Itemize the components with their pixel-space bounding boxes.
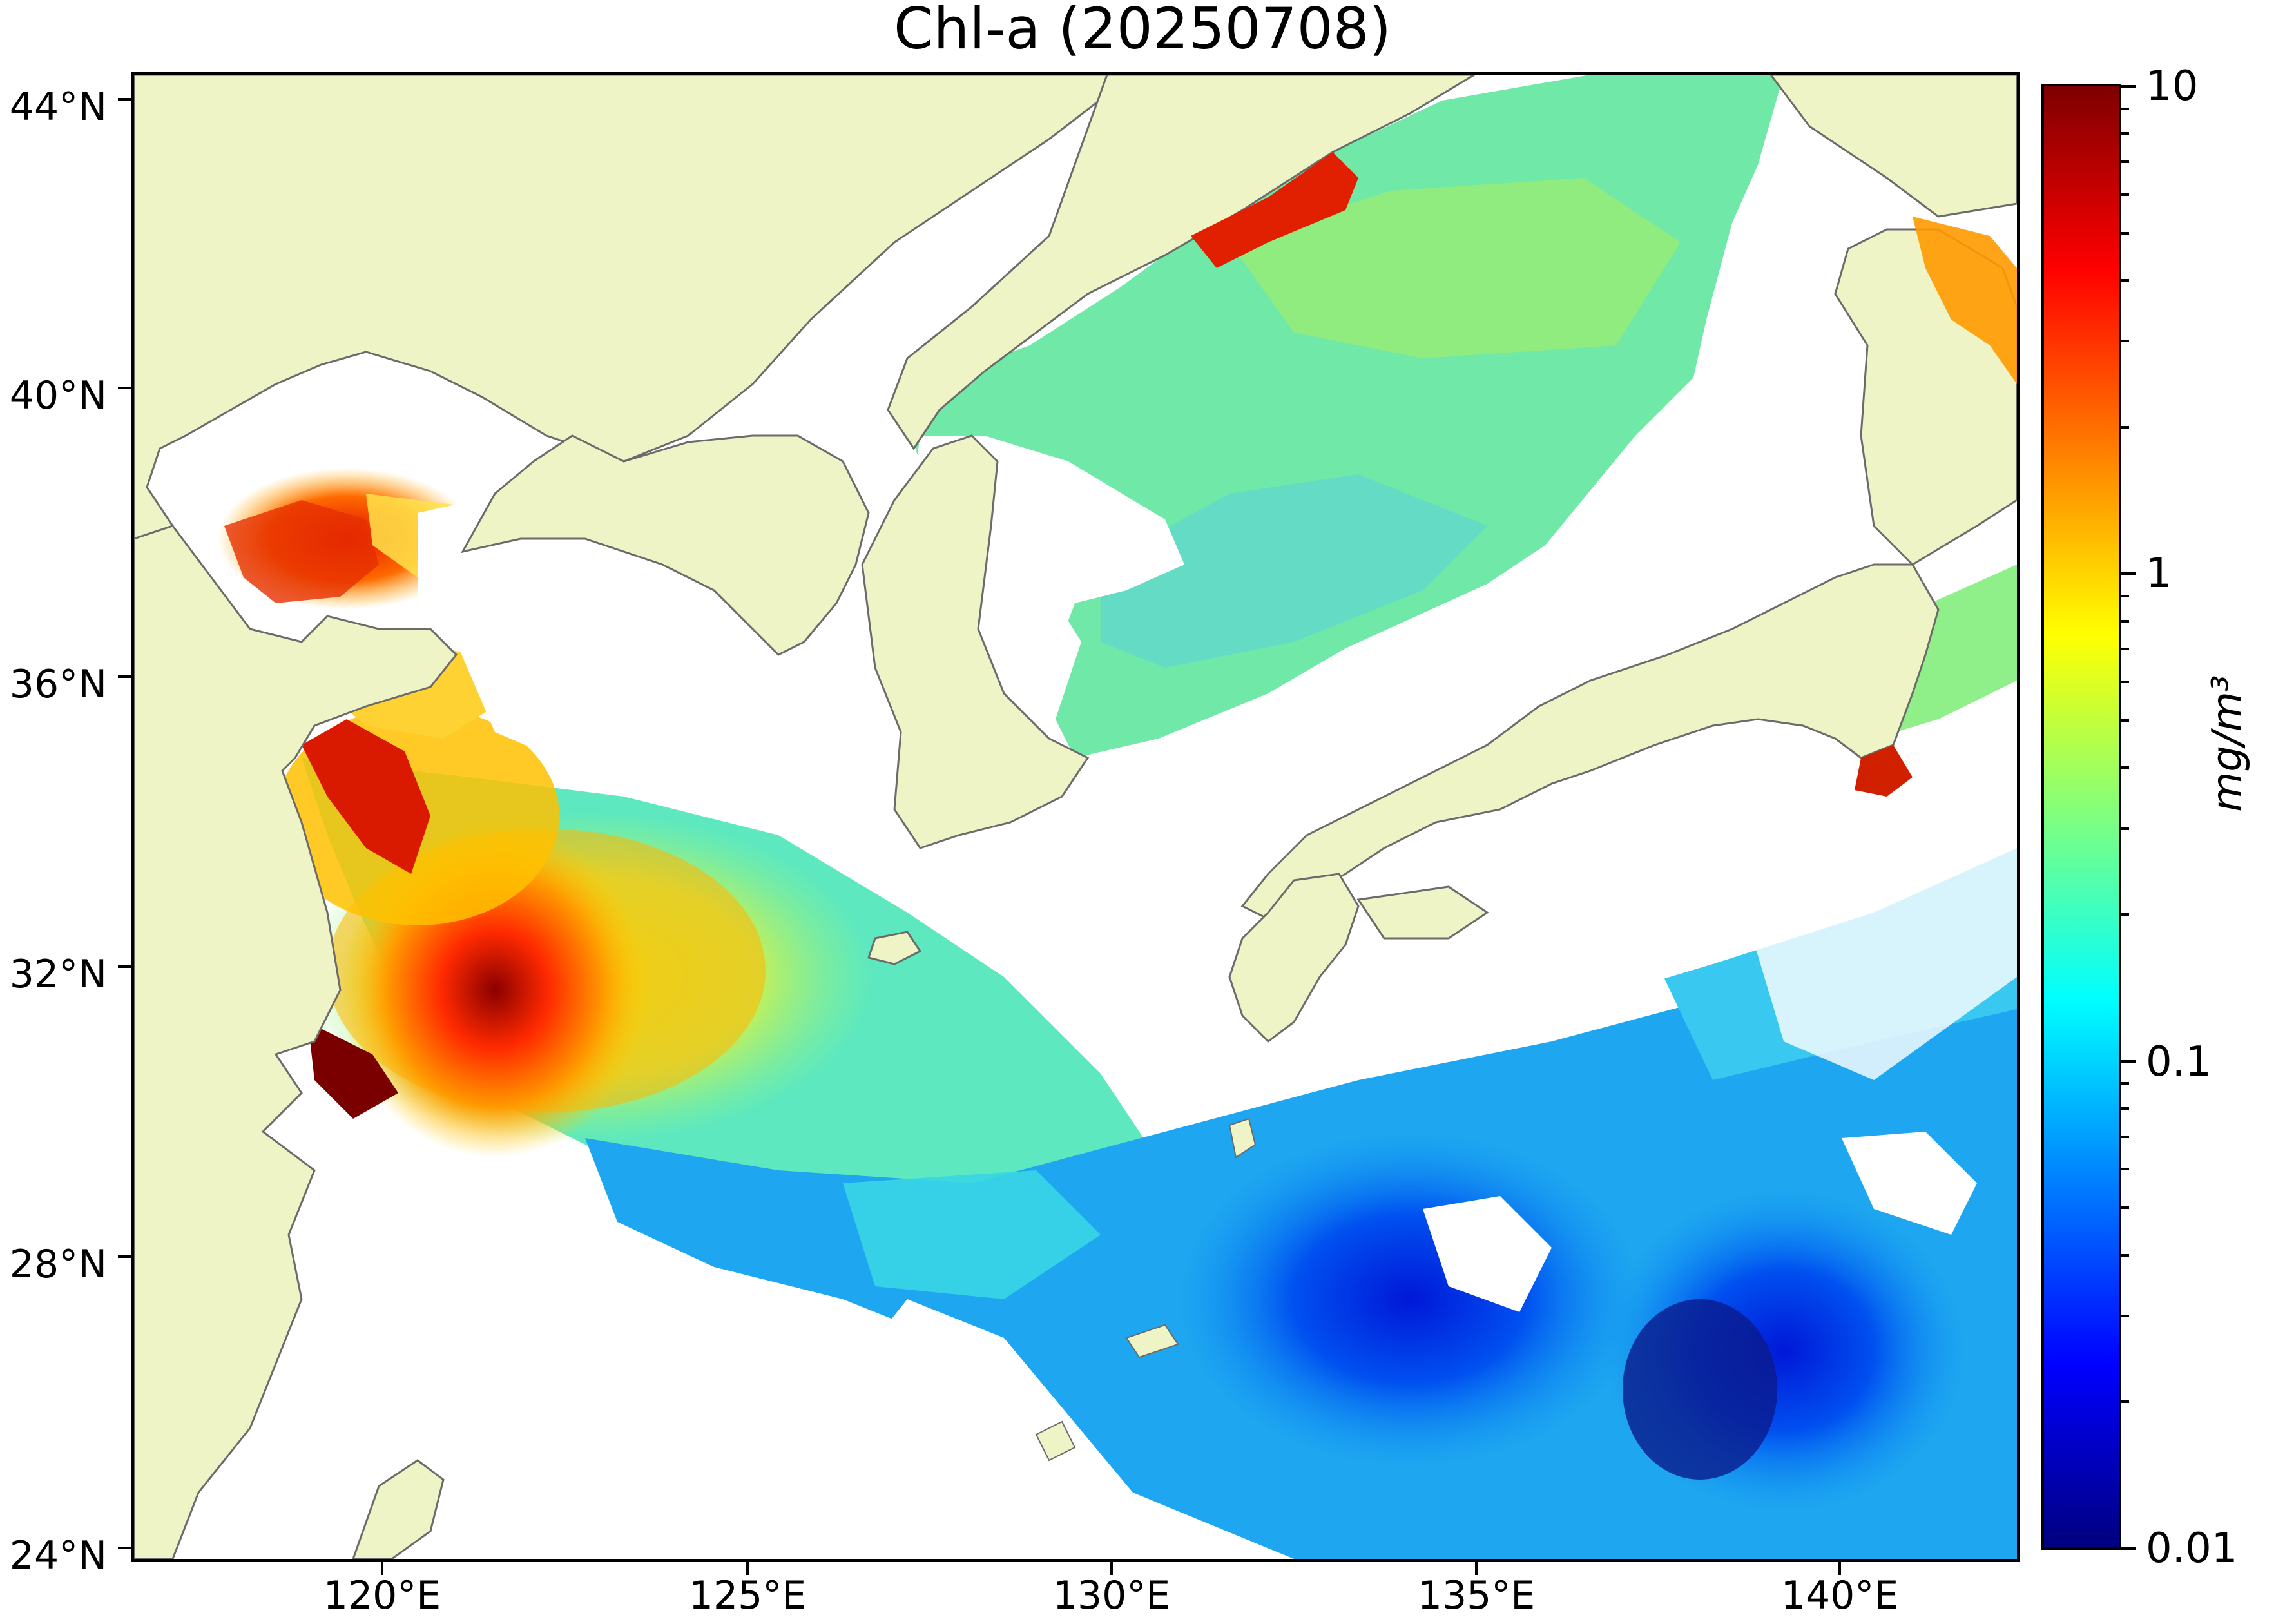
darkest-blue-patch	[1623, 1299, 1777, 1480]
colorbar-minor-tick	[2121, 278, 2129, 282]
land-northeast-china	[134, 75, 1135, 540]
colorbar-minor-tick	[2121, 827, 2129, 830]
colorbar-minor-tick	[2121, 1107, 2129, 1110]
colorbar-minor-tick	[2121, 719, 2129, 722]
colorbar-major-tick	[2121, 1059, 2136, 1063]
lat-label-44n: 44°N	[9, 84, 107, 130]
colorbar-minor-tick	[2121, 1082, 2129, 1085]
lon-axis-tick	[1475, 1562, 1478, 1575]
colorbar-minor-tick	[2121, 193, 2129, 196]
lon-axis-tick	[1110, 1562, 1113, 1575]
cloud-yellow-sea-mid	[456, 642, 778, 784]
map-panel	[131, 72, 2020, 1562]
land-liaodong-shandong	[461, 434, 870, 656]
cloud-okinawa-trough	[778, 1299, 1229, 1559]
land-china-east-coast	[134, 525, 458, 1559]
sea-of-japan-cyan-patch	[1101, 474, 1487, 668]
colorbar-minor-tick	[2121, 681, 2129, 684]
colorbar-unit: mg/m³	[2204, 675, 2251, 812]
colorbar-label-min: 0.01	[2146, 1525, 2238, 1572]
cloud-south-of-japan	[1229, 751, 2017, 1041]
lat-axis-tick	[118, 98, 131, 101]
colorbar-minor-tick	[2121, 1206, 2129, 1210]
land-kyushu	[1228, 873, 1360, 1043]
colorbar-major-tick	[2121, 85, 2136, 88]
colorbar-minor-tick	[2121, 425, 2129, 429]
lat-axis-tick	[118, 387, 131, 389]
colorbar-minor-tick	[2121, 132, 2129, 135]
land-primorye	[887, 75, 1476, 450]
land-jeju	[867, 931, 922, 965]
map-title: Chl-a (20250708)	[894, 0, 1391, 62]
colorbar-minor-tick	[2121, 648, 2129, 651]
jiangsu-coast-red	[302, 719, 430, 874]
colorbar-minor-tick	[2121, 594, 2129, 597]
lon-label-135e: 135°E	[1417, 1573, 1536, 1618]
lon-axis-tick	[1838, 1562, 1841, 1575]
colorbar-minor-tick	[2121, 619, 2129, 623]
tokyo-bay-red	[1855, 745, 1913, 797]
land-yakushima	[1228, 1117, 1257, 1159]
cloud-small-1	[1423, 1196, 1552, 1312]
peter-the-great-bay-red	[1191, 152, 1358, 268]
colorbar-minor-tick	[2121, 766, 2129, 769]
land-sakhalin	[1769, 75, 2017, 218]
lat-label-24n: 24°N	[9, 1533, 107, 1578]
lon-axis-tick	[746, 1562, 749, 1575]
lat-axis-tick	[118, 1255, 131, 1258]
chlorophyll-map	[134, 75, 2017, 1559]
colorbar-minor-tick	[2121, 1315, 2129, 1318]
cloud-east	[1745, 848, 2017, 1080]
lon-axis-tick	[381, 1562, 383, 1575]
land-honshu	[1240, 563, 1940, 920]
colorbar-label-max: 10	[2146, 63, 2199, 110]
colorbar-label-0-1: 0.1	[2146, 1038, 2212, 1086]
colorbar-minor-tick	[2121, 1168, 2129, 1171]
colorbar	[2041, 84, 2121, 1550]
yangtze-estuary-darkred	[308, 1022, 398, 1119]
colorbar-minor-tick	[2121, 913, 2129, 916]
lat-label-40n: 40°N	[9, 373, 107, 418]
lon-label-130e: 130°E	[1052, 1573, 1171, 1618]
lat-label-28n: 28°N	[9, 1242, 107, 1287]
lon-label-140e: 140°E	[1780, 1573, 1899, 1618]
lat-axis-tick	[118, 965, 131, 968]
lat-axis-tick	[118, 1547, 131, 1549]
colorbar-minor-tick	[2121, 231, 2129, 235]
colorbar-minor-tick	[2121, 1400, 2129, 1404]
colorbar-minor-tick	[2121, 1253, 2129, 1257]
lat-label-36n: 36°N	[9, 662, 107, 707]
colorbar-major-tick	[2121, 1547, 2136, 1550]
kuroshio-cyan	[843, 1170, 1101, 1299]
lon-label-125e: 125°E	[688, 1573, 807, 1618]
land-okinawa	[1035, 1420, 1076, 1462]
land-shikoku	[1356, 885, 1489, 940]
lat-label-32n: 32°N	[9, 952, 107, 997]
land-taiwan	[352, 1459, 445, 1559]
bohai-red	[224, 500, 379, 603]
sea-of-okhotsk-orange	[1913, 217, 2017, 384]
colorbar-label-1: 1	[2146, 550, 2172, 597]
lat-axis-tick	[118, 675, 131, 678]
colorbar-minor-tick	[2121, 160, 2129, 164]
lon-label-120e: 120°E	[323, 1573, 441, 1618]
land-korean-peninsula	[861, 434, 1090, 849]
colorbar-minor-tick	[2121, 107, 2129, 110]
cloud-small-2	[1842, 1132, 1977, 1235]
colorbar-minor-tick	[2121, 1135, 2129, 1138]
colorbar-minor-tick	[2121, 340, 2129, 343]
sea-of-japan-green-patch	[1229, 178, 1681, 358]
land-amami	[1125, 1324, 1179, 1358]
colorbar-major-tick	[2121, 572, 2136, 575]
cloud-taiwan-strait	[134, 1170, 843, 1559]
deep-blue-eddy-west	[1178, 1132, 1642, 1467]
